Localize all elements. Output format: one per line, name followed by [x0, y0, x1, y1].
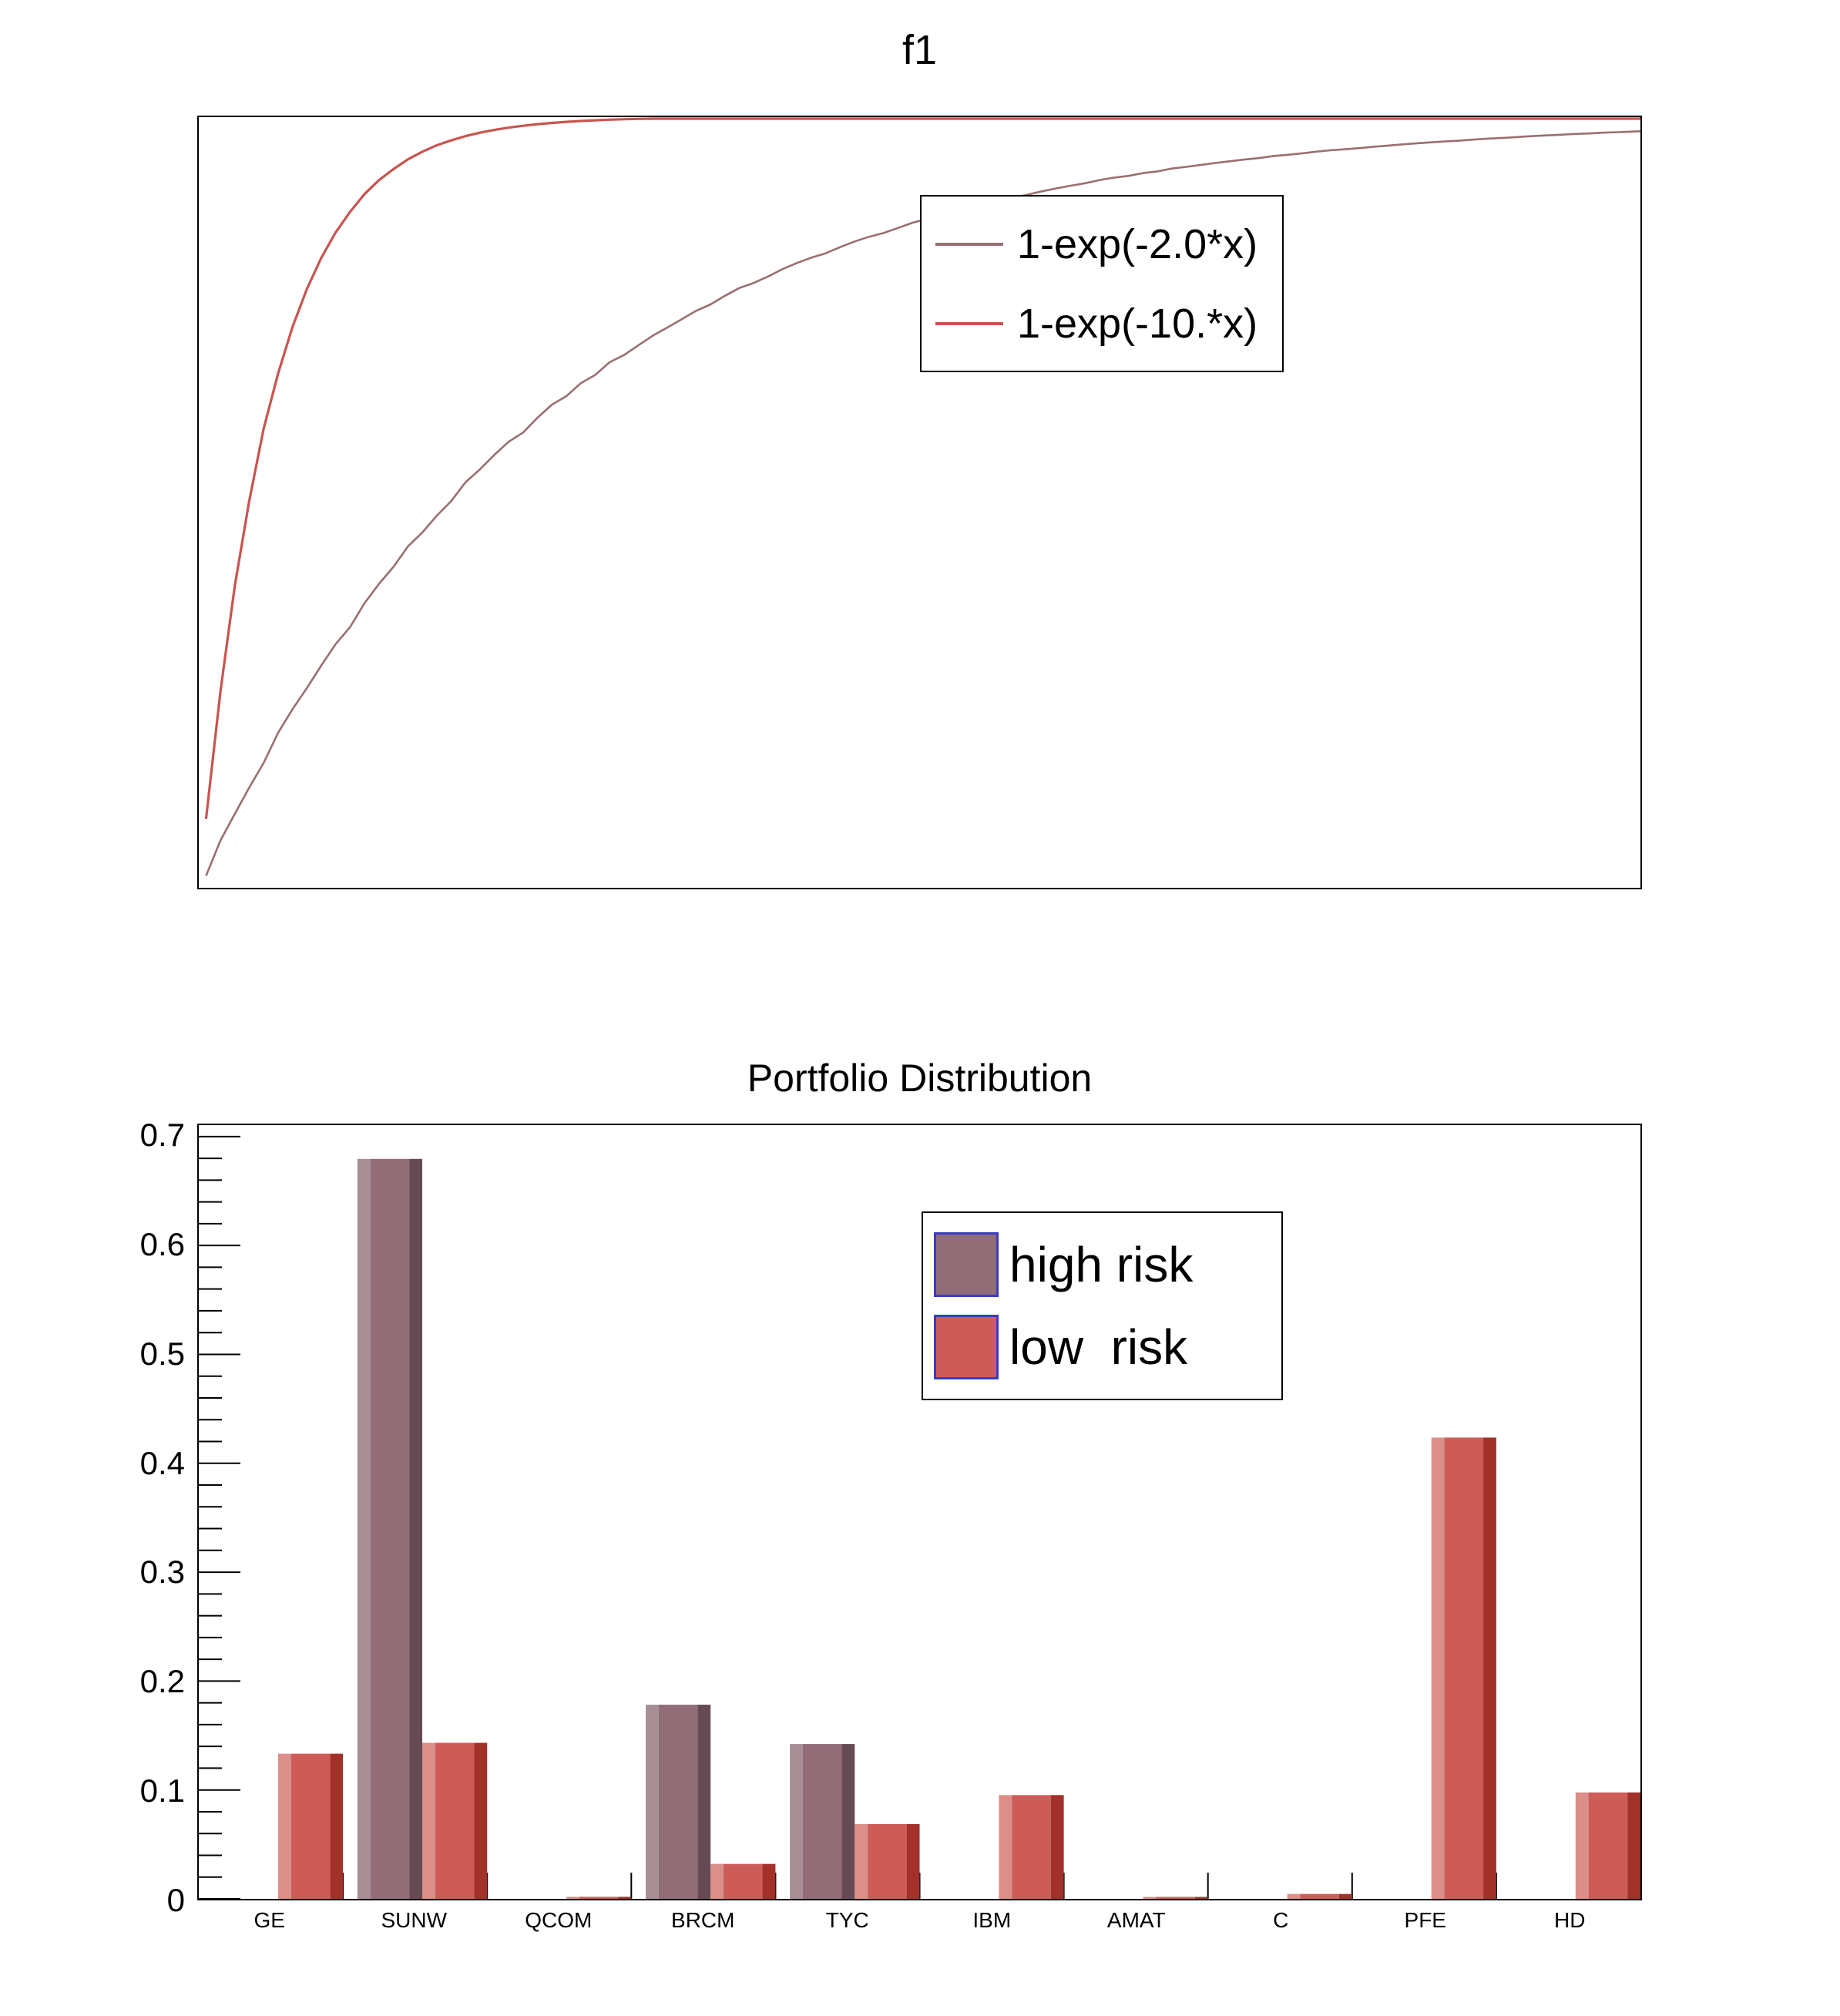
bar-low-risk-HD-shadow: [1627, 1792, 1640, 1899]
bar-low-risk-SUNW: [435, 1742, 475, 1899]
x-axis-label-PFE: PFE: [1404, 1908, 1446, 1932]
bar-low-risk-BRCM-shadow: [762, 1863, 776, 1899]
bar-low-risk-PFE: [1444, 1437, 1484, 1899]
x-axis-label-SUNW: SUNW: [381, 1908, 448, 1932]
curve-exp10: [204, 117, 1640, 819]
x-axis-label-IBM: IBM: [972, 1908, 1012, 1932]
bar-low-risk-IBM-highlight: [999, 1795, 1012, 1899]
bar-high-risk-BRCM-shadow: [697, 1705, 711, 1899]
bar-low-risk-TYC-highlight: [855, 1823, 868, 1899]
exp10-line-sample: [935, 321, 1003, 325]
bar-low-risk-C-shadow: [1338, 1893, 1352, 1899]
legend-entry-low-risk: low risk: [923, 1314, 1281, 1379]
bar-high-risk-TYC-shadow: [841, 1744, 855, 1899]
x-axis-label-C: C: [1273, 1908, 1289, 1932]
legend-label-exp10: 1-exp(-10.*x): [1017, 300, 1258, 347]
high-risk-swatch: [934, 1232, 999, 1298]
legend-entry-exp10: 1-exp(-10.*x): [922, 300, 1282, 348]
portfolio-title: Portfolio Distribution: [747, 1057, 1093, 1100]
x-axis-label-TYC: TYC: [825, 1908, 869, 1932]
x-axis-label-AMAT: AMAT: [1106, 1908, 1166, 1932]
bar-low-risk-AMAT-highlight: [1143, 1897, 1157, 1899]
portfolio-plot-frame: [197, 1124, 1642, 1900]
x-axis-label-GE: GE: [254, 1908, 285, 1932]
bar-high-risk-TYC: [802, 1744, 842, 1899]
f1-plot-frame: [197, 116, 1642, 889]
f1-title: f1: [902, 27, 938, 73]
y-axis-label-0.6: 0.6: [139, 1225, 185, 1262]
y-axis-label-0.7: 0.7: [139, 1116, 185, 1153]
bar-low-risk-PFE-highlight: [1431, 1437, 1445, 1899]
y-axis-label-0.2: 0.2: [139, 1663, 185, 1700]
legend-label-high-risk: high risk: [1009, 1237, 1194, 1293]
f1-legend: 1-exp(-2.0*x) 1-exp(-10.*x): [920, 195, 1284, 372]
bar-low-risk-IBM-shadow: [1050, 1795, 1064, 1899]
y-axis-label-0: 0: [166, 1882, 185, 1918]
exp2-line-sample: [935, 242, 1003, 246]
bar-low-risk-HD: [1588, 1792, 1628, 1899]
x-axis-label-HD: HD: [1554, 1908, 1586, 1932]
bar-low-risk-BRCM-highlight: [710, 1863, 724, 1899]
bar-low-risk-C: [1300, 1893, 1339, 1899]
bar-low-risk-AMAT-shadow: [1194, 1897, 1208, 1899]
bar-low-risk-GE-highlight: [277, 1753, 291, 1899]
bar-high-risk-SUNW-highlight: [357, 1158, 371, 1899]
x-axis-label-BRCM: BRCM: [671, 1908, 735, 1932]
bar-high-risk-SUNW: [370, 1158, 410, 1899]
portfolio-bars-plot: [199, 1135, 1640, 1899]
bar-low-risk-C-highlight: [1287, 1893, 1301, 1899]
bar-high-risk-BRCM-highlight: [646, 1705, 659, 1899]
bar-low-risk-GE: [290, 1753, 331, 1899]
bar-low-risk-GE-shadow: [330, 1753, 344, 1899]
bar-low-risk-QCOM-highlight: [566, 1897, 579, 1899]
bar-low-risk-TYC-shadow: [906, 1823, 920, 1899]
bar-low-risk-AMAT: [1156, 1897, 1195, 1899]
legend-label-exp2: 1-exp(-2.0*x): [1017, 220, 1258, 267]
bar-low-risk-SUNW-highlight: [422, 1742, 435, 1899]
legend-entry-high-risk: high risk: [923, 1232, 1281, 1298]
legend-entry-exp2: 1-exp(-2.0*x): [922, 220, 1282, 268]
bar-high-risk-BRCM: [658, 1705, 698, 1899]
bar-high-risk-SUNW-shadow: [409, 1158, 423, 1899]
bar-low-risk-HD-highlight: [1575, 1792, 1589, 1899]
bar-low-risk-QCOM: [579, 1897, 619, 1899]
bar-low-risk-QCOM-shadow: [618, 1897, 632, 1899]
x-axis-label-QCOM: QCOM: [525, 1908, 593, 1932]
bar-low-risk-BRCM: [724, 1863, 763, 1899]
bar-low-risk-SUNW-shadow: [474, 1742, 488, 1899]
low-risk-swatch: [934, 1314, 999, 1379]
y-axis-label-0.5: 0.5: [139, 1335, 185, 1372]
bar-low-risk-PFE-shadow: [1483, 1437, 1496, 1899]
y-axis-label-0.1: 0.1: [139, 1772, 185, 1809]
y-axis-label-0.4: 0.4: [139, 1444, 185, 1481]
bar-high-risk-TYC-highlight: [790, 1744, 803, 1899]
legend-label-low-risk: low risk: [1009, 1319, 1188, 1375]
portfolio-legend: high risk low risk: [922, 1211, 1283, 1400]
bar-low-risk-IBM: [1012, 1795, 1051, 1899]
bar-low-risk-TYC: [868, 1823, 907, 1899]
y-axis-label-0.3: 0.3: [139, 1554, 185, 1591]
